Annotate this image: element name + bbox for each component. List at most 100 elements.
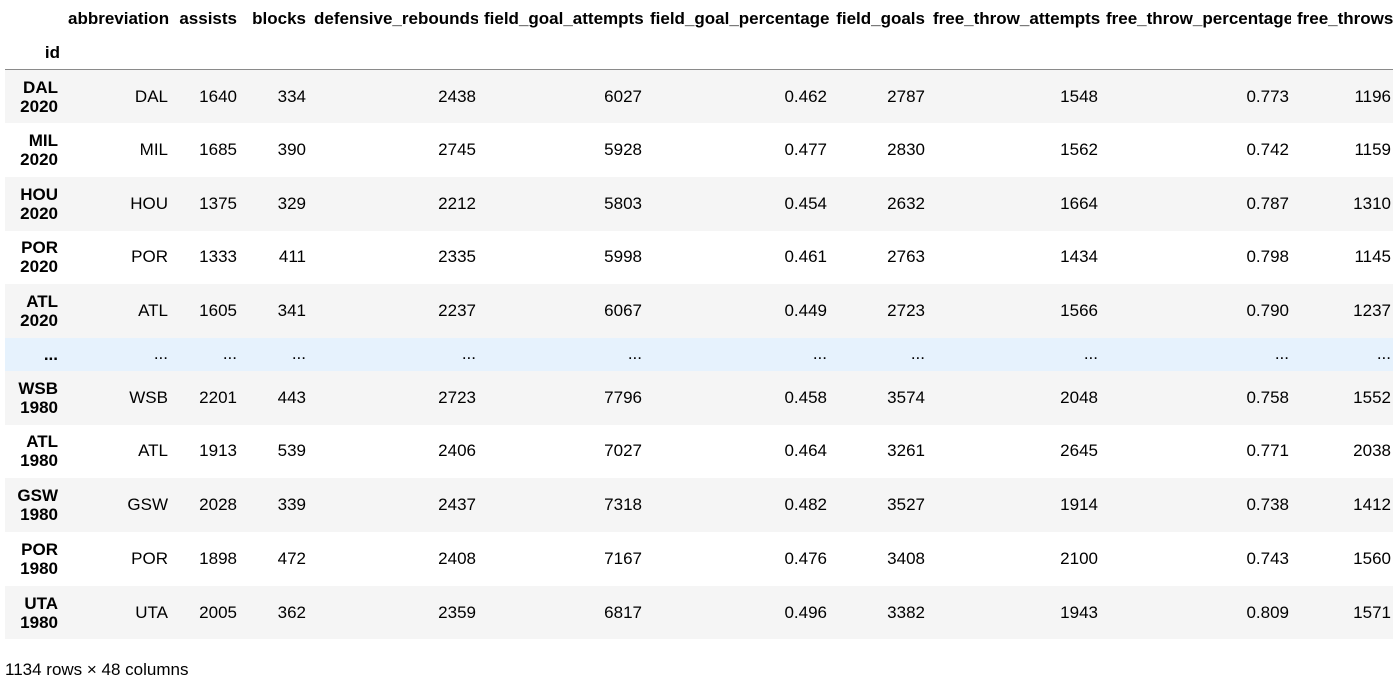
cell-defensive-rebounds: 2723 xyxy=(438,387,476,407)
cell-defensive-rebounds: 2335 xyxy=(438,247,476,267)
row-index-season: 1980 xyxy=(20,558,58,578)
table-row: MIL 2020 MIL 1685 390 2745 5928 0.477 2830 1562 0.… xyxy=(5,123,1393,177)
cell-blocks: 362 xyxy=(277,602,306,622)
cell-field-goals: 2723 xyxy=(887,301,925,321)
row-index-season: 2020 xyxy=(20,311,58,331)
row-index-label: MIL 2020 xyxy=(5,123,62,177)
cell-free-throws: ... xyxy=(1376,344,1391,364)
row-index-team: WSB xyxy=(18,378,58,398)
cell-blocks: 539 xyxy=(277,441,306,461)
cell-free-throw-percentage: ... xyxy=(1274,344,1289,364)
index-row-blank-cell xyxy=(308,37,478,70)
cell-abbreviation: POR xyxy=(131,247,168,267)
row-index-season: 2020 xyxy=(20,150,58,170)
cell-free-throw-attempts: 1914 xyxy=(1060,495,1098,515)
cell-field-goal-percentage: 0.496 xyxy=(784,602,827,622)
cell-abbreviation: POR xyxy=(131,548,168,568)
cell-blocks: 334 xyxy=(277,86,306,106)
cell-free-throws: 1310 xyxy=(1353,193,1391,213)
row-index-label: HOU 2020 xyxy=(5,177,62,231)
cell-free-throw-percentage: 0.738 xyxy=(1246,495,1289,515)
cell-field-goals: 3527 xyxy=(887,495,925,515)
column-header-defensive-rebounds: defensive_rebounds xyxy=(314,8,478,28)
cell-field-goals: 3574 xyxy=(887,387,925,407)
table-row: POR 2020 POR 1333 411 2335 5998 0.461 2763 1434 0.… xyxy=(5,230,1393,285)
cell-free-throw-percentage: 0.743 xyxy=(1246,548,1289,568)
cell-abbreviation: MIL xyxy=(139,140,168,160)
cell-field-goal-percentage: 0.449 xyxy=(784,301,827,321)
ellipsis-row: ................................. xyxy=(5,337,1393,371)
cell-field-goal-percentage: 0.454 xyxy=(784,193,827,213)
cell-blocks: ... xyxy=(291,344,306,364)
column-header-free-throw-attempts: free_throw_attempts xyxy=(933,8,1100,28)
row-index-label: WSB 1980 xyxy=(5,371,62,425)
cell-blocks: 341 xyxy=(277,301,306,321)
row-index-season: 1980 xyxy=(20,505,58,525)
cell-assists: 2201 xyxy=(199,387,237,407)
cell-blocks: 472 xyxy=(277,548,306,568)
index-row-blank-cell xyxy=(829,37,927,70)
cell-field-goals: 3261 xyxy=(887,441,925,461)
cell-abbreviation: ... xyxy=(153,344,168,364)
dataframe-output: abbreviation assists blocks defensive_rebou… xyxy=(5,0,1393,640)
cell-blocks: 339 xyxy=(277,495,306,515)
column-header-free-throw-percentage: free_throw_percentage xyxy=(1106,8,1291,28)
cell-free-throw-attempts: 1566 xyxy=(1060,301,1098,321)
cell-field-goals: 3382 xyxy=(887,602,925,622)
cell-defensive-rebounds: 2406 xyxy=(438,441,476,461)
row-index-label: POR 1980 xyxy=(5,532,62,586)
cell-field-goal-percentage: 0.458 xyxy=(784,387,827,407)
cell-abbreviation: GSW xyxy=(127,495,168,515)
column-header-field-goal-percentage: field_goal_percentage xyxy=(650,8,829,28)
row-index-season: 1980 xyxy=(20,397,58,417)
index-name-label: id xyxy=(44,43,60,62)
cell-free-throw-percentage: 0.790 xyxy=(1246,301,1289,321)
cell-assists: 2028 xyxy=(199,495,237,515)
cell-field-goal-attempts: 6067 xyxy=(604,301,642,321)
cell-field-goal-attempts: 7318 xyxy=(604,495,642,515)
cell-field-goal-attempts: ... xyxy=(627,344,642,364)
cell-free-throws: 1196 xyxy=(1354,86,1391,106)
dataframe-shape: 1134 rows × 48 columns xyxy=(5,660,189,679)
cell-free-throw-attempts: 1562 xyxy=(1060,140,1098,160)
table-row: ATL 2020 ATL 1605 341 2237 6067 0.449 2723 1566 0.… xyxy=(5,284,1393,338)
cell-free-throw-percentage: 0.809 xyxy=(1246,602,1289,622)
cell-free-throw-attempts: 1548 xyxy=(1060,86,1098,106)
cell-assists: 1685 xyxy=(199,140,237,160)
cell-free-throw-percentage: 0.798 xyxy=(1246,247,1289,267)
row-index-label: ATL 1980 xyxy=(5,425,62,479)
cell-free-throw-attempts: 1664 xyxy=(1060,193,1098,213)
cell-defensive-rebounds: 2359 xyxy=(438,602,476,622)
table-row: DAL 2020 DAL 1640 334 2438 6027 0.462 2787 1548 0.… xyxy=(5,69,1393,124)
cell-blocks: 329 xyxy=(277,193,306,213)
cell-free-throw-attempts: 2100 xyxy=(1060,548,1098,568)
cell-free-throw-percentage: 0.758 xyxy=(1246,387,1289,407)
column-header-field-goals: field_goals xyxy=(836,8,925,28)
cell-field-goal-percentage: ... xyxy=(812,344,827,364)
cell-free-throw-percentage: 0.773 xyxy=(1246,86,1289,106)
index-row-blank-cell xyxy=(1291,37,1393,70)
cell-field-goals: 2787 xyxy=(887,86,925,106)
row-index-label: ... xyxy=(5,338,62,371)
index-row-blank-cell xyxy=(1100,37,1291,70)
cell-field-goals: 2763 xyxy=(887,247,925,267)
cell-field-goals: ... xyxy=(910,344,925,364)
cell-field-goal-attempts: 6027 xyxy=(604,86,642,106)
table-row: UTA 1980 UTA 2005 362 2359 6817 0.496 3382 1943 0.… xyxy=(5,585,1393,640)
cell-field-goals: 2830 xyxy=(887,140,925,160)
cell-free-throw-percentage: 0.742 xyxy=(1246,140,1289,160)
cell-field-goal-percentage: 0.461 xyxy=(784,247,827,267)
row-index-season: 1980 xyxy=(20,451,58,471)
index-name-row: id xyxy=(5,37,1393,70)
row-index-team: GSW xyxy=(17,486,58,506)
index-row-blank-cell xyxy=(170,37,239,70)
index-row-blank-cell xyxy=(927,37,1100,70)
cell-free-throws: 2038 xyxy=(1353,441,1391,461)
cell-abbreviation: ATL xyxy=(138,301,168,321)
cell-assists: 1375 xyxy=(199,193,237,213)
cell-free-throw-attempts: 2048 xyxy=(1060,387,1098,407)
index-row-blank-cell xyxy=(478,37,644,70)
column-header-blocks: blocks xyxy=(252,8,306,28)
column-header-row: abbreviation assists blocks defensive_rebou… xyxy=(5,0,1393,37)
cell-field-goal-attempts: 7796 xyxy=(604,387,642,407)
